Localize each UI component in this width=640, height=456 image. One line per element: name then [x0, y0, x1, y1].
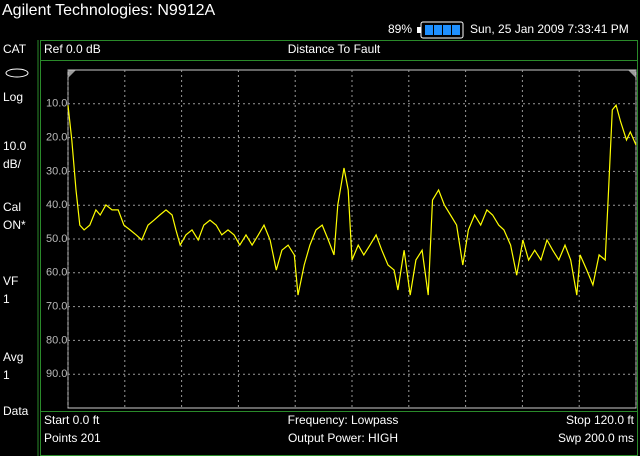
footer-label: Swp 200.0 ms	[558, 431, 634, 445]
rotate-icon	[5, 68, 29, 78]
y-tick-label: 60.0	[46, 267, 67, 279]
y-tick-label: 40.0	[46, 199, 67, 211]
chart-title: Distance To Fault	[288, 42, 381, 56]
sidebar-label: CAT	[3, 42, 27, 56]
battery-cell	[434, 25, 442, 35]
y-tick-label: 10.0	[46, 98, 67, 110]
sidebar-label: dB/	[3, 157, 22, 171]
sidebar-label: Log	[3, 90, 23, 104]
y-tick-label: 80.0	[46, 334, 67, 346]
y-tick-label: 20.0	[46, 132, 67, 144]
footer-label: Stop 120.0 ft	[566, 413, 635, 427]
y-tick-label: 70.0	[46, 301, 67, 313]
battery-cell	[425, 25, 433, 35]
battery-icon	[417, 21, 464, 39]
sidebar-label: Data	[3, 404, 29, 418]
sidebar-label: ON*	[3, 218, 26, 232]
date-time: Sun, 25 Jan 2009 7:33:41 PM	[470, 22, 629, 36]
battery-cell	[443, 25, 451, 35]
battery-level: 89%	[388, 22, 412, 36]
y-tick-label: 50.0	[46, 233, 67, 245]
sidebar-label: 1	[3, 368, 10, 382]
sidebar-label: Cal	[3, 200, 21, 214]
marker-left	[68, 70, 76, 78]
battery-cell	[452, 25, 460, 35]
sidebar-label: 1	[3, 292, 10, 306]
battery-tip	[417, 27, 421, 33]
sidebar-label: Avg	[3, 350, 23, 364]
app-title: Agilent Technologies: N9912A	[2, 2, 216, 19]
sidebar-label: 10.0	[3, 139, 27, 153]
footer-label: Start 0.0 ft	[44, 413, 100, 427]
y-tick-label: 90.0	[46, 368, 67, 380]
marker-right	[628, 70, 636, 78]
footer-label: Output Power: HIGH	[288, 431, 398, 445]
y-tick-label: 30.0	[46, 165, 67, 177]
sidebar-label: VF	[3, 274, 18, 288]
footer-label: Frequency: Lowpass	[288, 413, 399, 427]
trace	[67, 103, 637, 296]
footer-label: Points 201	[44, 431, 101, 445]
ref-level: Ref 0.0 dB	[44, 42, 101, 56]
